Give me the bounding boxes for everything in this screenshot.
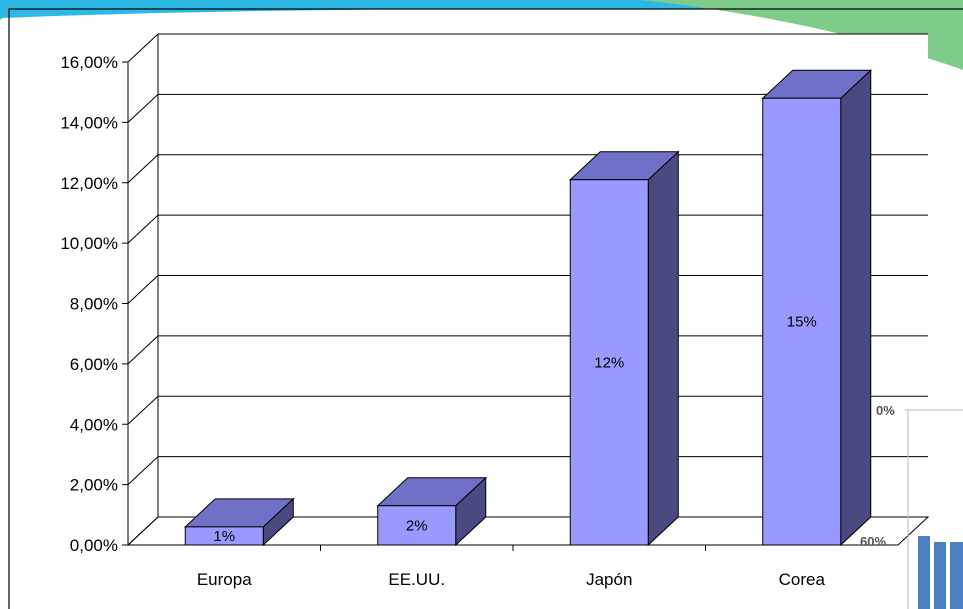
- y-tick-label: 6,00%: [70, 355, 118, 374]
- overlap-bar: [918, 536, 930, 609]
- gridline-diagonal: [127, 33, 159, 63]
- overlap-bar: [934, 542, 946, 609]
- category-label: Europa: [197, 570, 252, 589]
- y-tick-label: 8,00%: [70, 295, 118, 314]
- y-tick-label: 0,00%: [70, 536, 118, 555]
- header-swoosh-accent: [640, 0, 963, 70]
- bar: [184, 526, 264, 546]
- category-label: EE.UU.: [388, 570, 445, 589]
- data-label: 15%: [787, 314, 817, 331]
- plot-area: 0,00% 2,00% 4,00% 6,00% 8,00% 10,00% 12,00% 14,…: [60, 33, 930, 589]
- overlap-tick-label: 0%: [876, 403, 895, 418]
- bar: [377, 505, 457, 546]
- y-tick-label: 2,00%: [70, 476, 118, 495]
- header-corner: [0, 0, 40, 20]
- y-tick-label: 4,00%: [70, 415, 118, 434]
- y-tick-label: 12,00%: [60, 174, 118, 193]
- bar-side: [840, 69, 872, 547]
- chart-frame: [8, 8, 963, 609]
- category-label: Japón: [586, 570, 632, 589]
- bar: [762, 97, 842, 546]
- data-label: 2%: [406, 517, 428, 534]
- gridline-diagonal: [127, 214, 159, 244]
- data-label: 12%: [594, 354, 624, 371]
- gridline-diagonal: [127, 395, 159, 425]
- data-label: 1%: [213, 528, 235, 545]
- gridline-diagonal: [127, 456, 159, 485]
- y-tick-label: 16,00%: [60, 53, 118, 72]
- gridline-diagonal: [127, 154, 159, 184]
- bar-side: [647, 150, 679, 547]
- gridline-diagonal: [127, 275, 159, 304]
- overlap-chart-fragment: 0% 60%: [860, 403, 963, 609]
- category-label: Corea: [779, 570, 826, 589]
- y-tick-label: 14,00%: [60, 113, 118, 132]
- bar: [569, 179, 649, 546]
- gridline-diagonal: [127, 335, 159, 365]
- gridline-diagonal: [127, 94, 159, 123]
- gridline-diagonal: [127, 516, 159, 546]
- overlap-tick-label: 60%: [860, 534, 886, 549]
- overlap-bar: [950, 542, 963, 609]
- y-tick-label: 10,00%: [60, 234, 118, 253]
